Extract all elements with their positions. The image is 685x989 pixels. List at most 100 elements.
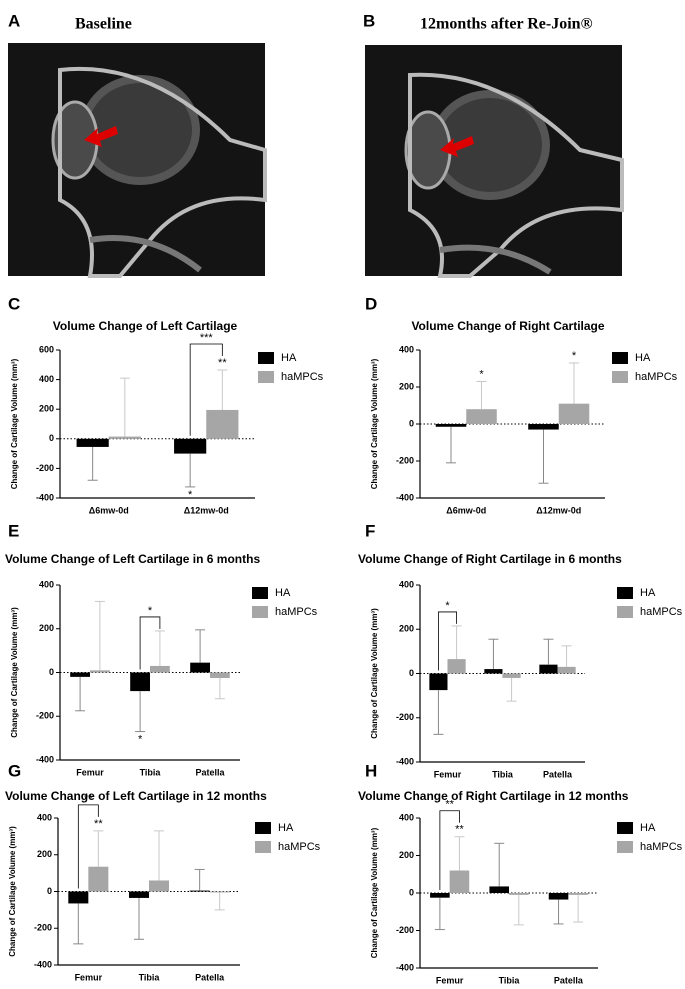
x-tick-label: Femur xyxy=(76,767,104,777)
significance: * xyxy=(138,733,143,745)
chart-title: Volume Change of Left Cartilage in 12 mo… xyxy=(5,789,267,803)
x-tick-label: Patella xyxy=(543,769,573,779)
x-tick-label: Δ6mw-0d xyxy=(446,505,486,515)
error-bar xyxy=(538,429,549,484)
bar xyxy=(447,659,466,674)
legend-swatch xyxy=(617,841,633,853)
error-bar xyxy=(553,899,564,925)
legend-label: HA xyxy=(275,587,291,599)
error-bar xyxy=(194,868,205,891)
panel-letter: G xyxy=(8,761,21,780)
x-tick-label: Patella xyxy=(195,972,225,982)
bar xyxy=(149,880,170,892)
legend-label: HA xyxy=(281,352,297,364)
bar xyxy=(429,673,448,691)
panel-letter: F xyxy=(365,521,375,540)
bar xyxy=(189,890,210,892)
mri-image xyxy=(365,45,624,278)
bar xyxy=(466,409,497,424)
legend-swatch xyxy=(617,606,633,618)
y-tick-label: 400 xyxy=(37,812,52,822)
legend-label: haMPCs xyxy=(275,606,318,618)
error-bar xyxy=(133,897,144,940)
bracket-label: * xyxy=(445,600,450,612)
significance-bracket xyxy=(439,810,460,890)
error-bar xyxy=(506,677,517,702)
y-tick-label: -400 xyxy=(396,962,414,972)
panel-letter: H xyxy=(365,761,377,780)
significance: ** xyxy=(455,824,464,836)
y-tick-label: -200 xyxy=(36,463,54,473)
error-bar xyxy=(217,369,228,410)
error-bar xyxy=(434,897,445,931)
x-tick-label: Δ6mw-0d xyxy=(89,505,129,515)
panel-letter: D xyxy=(365,294,377,313)
error-bar xyxy=(119,377,130,437)
error-bar xyxy=(476,380,487,410)
error-bar xyxy=(214,892,225,911)
error-bar xyxy=(185,453,196,488)
error-bar xyxy=(195,629,206,663)
y-tick-label: 400 xyxy=(399,579,414,589)
bar xyxy=(489,886,509,893)
error-bar xyxy=(454,836,465,871)
bar xyxy=(548,893,569,900)
legend-label: HA xyxy=(635,352,651,364)
y-tick-label: 200 xyxy=(39,404,54,414)
x-tick-label: Tibia xyxy=(140,767,162,777)
bar xyxy=(558,403,590,424)
error-bar xyxy=(445,426,456,464)
panel-letter: B xyxy=(363,11,375,30)
chart: G Volume Change of Left Cartilage in 12 m… xyxy=(5,761,321,982)
bar xyxy=(130,672,150,692)
y-tick-label: -400 xyxy=(34,959,52,969)
y-tick-label: -400 xyxy=(36,492,54,502)
bar xyxy=(150,665,170,673)
bracket-label: ** xyxy=(445,799,454,811)
y-tick-label: 400 xyxy=(399,344,414,354)
bar xyxy=(206,409,239,439)
error-bar xyxy=(214,677,225,700)
y-axis-label: Change of Cartilage Volume (mm³) xyxy=(370,358,379,489)
error-bar xyxy=(73,903,84,945)
y-tick-label: 0 xyxy=(47,886,52,896)
legend-swatch xyxy=(617,587,633,599)
y-tick-label: 200 xyxy=(399,624,414,634)
legend-swatch xyxy=(258,352,274,364)
error-bar xyxy=(451,625,462,660)
chart-title: Volume Change of Left Cartilage xyxy=(53,319,238,333)
chart-title: Volume Change of Right Cartilage in 6 mo… xyxy=(358,552,622,566)
error-bar xyxy=(561,645,572,667)
chart: C Volume Change of Left Cartilage Change o… xyxy=(8,294,324,515)
y-tick-label: -400 xyxy=(396,492,414,502)
image-title: Baseline xyxy=(75,16,132,33)
error-bar xyxy=(87,446,98,481)
y-axis-label: Change of Cartilage Volume (mm³) xyxy=(370,608,379,739)
significance: ** xyxy=(94,818,103,830)
chart: D Volume Change of Right Cartilage Change … xyxy=(365,294,678,515)
error-bar xyxy=(154,830,165,881)
legend-label: HA xyxy=(640,587,656,599)
bracket-label: *** xyxy=(200,332,214,344)
error-bar xyxy=(569,362,580,404)
legend-label: haMPCs xyxy=(281,371,324,383)
y-axis-label: Change of Cartilage Volume (mm³) xyxy=(10,607,19,738)
legend-label: haMPCs xyxy=(640,606,683,618)
legend-swatch xyxy=(252,606,268,618)
y-axis-label: Change of Cartilage Volume (mm³) xyxy=(10,358,19,489)
x-tick-label: Patella xyxy=(554,975,584,984)
y-tick-label: 0 xyxy=(409,418,414,428)
legend-swatch xyxy=(252,587,268,599)
error-bar xyxy=(75,676,86,712)
y-tick-label: 0 xyxy=(409,668,414,678)
legend-swatch xyxy=(258,371,274,383)
y-tick-label: -200 xyxy=(396,925,414,935)
mri-image xyxy=(8,43,267,278)
bar xyxy=(76,438,109,447)
error-bar xyxy=(94,600,105,671)
bar xyxy=(484,669,503,674)
legend-swatch xyxy=(617,822,633,834)
y-tick-label: 200 xyxy=(37,849,52,859)
bar xyxy=(557,666,576,674)
